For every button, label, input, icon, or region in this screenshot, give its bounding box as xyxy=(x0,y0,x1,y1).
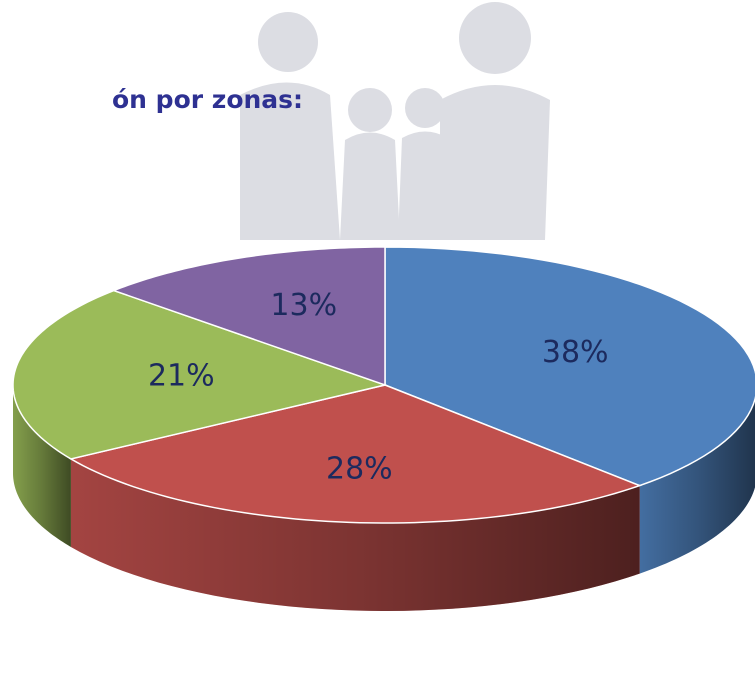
background-figures xyxy=(240,2,550,240)
slice-side-shade xyxy=(70,458,640,611)
data-label: 21% xyxy=(148,358,215,393)
data-label: 28% xyxy=(326,451,393,486)
chart-title: ón por zonas: xyxy=(112,85,303,114)
slice xyxy=(68,384,642,524)
data-label: 38% xyxy=(542,335,609,370)
data-label: 13% xyxy=(270,288,337,323)
slice xyxy=(384,246,755,487)
slice-side-shade xyxy=(13,385,71,547)
slice xyxy=(12,289,388,460)
slice xyxy=(111,246,386,387)
slice-side-shade xyxy=(639,399,755,574)
